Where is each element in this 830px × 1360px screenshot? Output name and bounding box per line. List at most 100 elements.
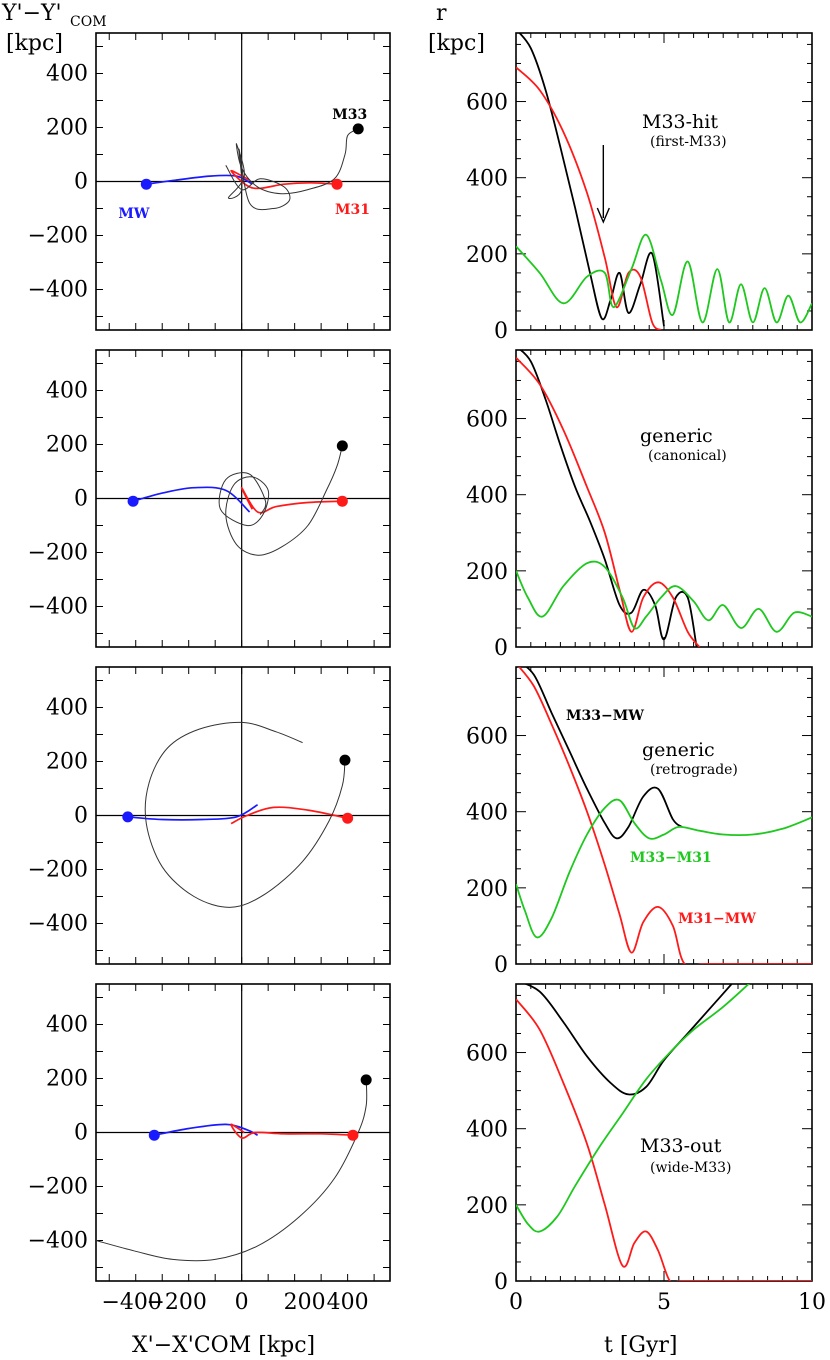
orbit-track-m33 bbox=[144, 721, 346, 908]
x-tick-label: 10 bbox=[798, 1290, 826, 1315]
x-tick-label: 5 bbox=[657, 1290, 671, 1315]
y-tick-label: 400 bbox=[466, 167, 508, 192]
y-tick-label: 600 bbox=[466, 408, 508, 433]
y-tick-label: −200 bbox=[28, 858, 88, 883]
galaxy-marker-mw bbox=[127, 495, 139, 507]
y-axis-label: r bbox=[436, 1, 447, 26]
galaxy-marker-m33 bbox=[360, 1074, 372, 1086]
galaxy-marker-m31 bbox=[342, 812, 354, 824]
y-tick-label: −200 bbox=[28, 541, 88, 566]
y-tick-label: 0 bbox=[494, 636, 508, 661]
galaxy-marker-mw bbox=[140, 178, 152, 190]
y-tick-label: 0 bbox=[74, 487, 88, 512]
y-tick-label: 600 bbox=[466, 1042, 508, 1067]
y-tick-label: 400 bbox=[46, 62, 88, 87]
y-tick-label: 400 bbox=[46, 379, 88, 404]
galaxy-marker-mw bbox=[122, 811, 134, 823]
label-m33: M33 bbox=[332, 107, 367, 123]
y-tick-label: 400 bbox=[46, 1013, 88, 1038]
series-line-m31-mw bbox=[516, 66, 662, 330]
x-axis-label: t [Gyr] bbox=[604, 1333, 678, 1358]
series-line-m33-mw bbox=[519, 350, 698, 647]
orbit-track-m33 bbox=[95, 1079, 368, 1262]
orbit-track-m33 bbox=[225, 128, 359, 211]
r-1-panel: 0 200 400 600 r [kpc] M33-hit(first-M33) bbox=[428, 1, 813, 344]
y-tick-label: 200 bbox=[466, 1194, 508, 1219]
galaxy-marker-m33 bbox=[352, 123, 364, 135]
panel-annotation: M33-hit bbox=[642, 111, 718, 133]
series-line-m31-mw bbox=[516, 356, 701, 647]
y-tick-label: 200 bbox=[46, 433, 88, 458]
galaxy-marker-m31 bbox=[331, 178, 343, 190]
x-tick-label: 200 bbox=[284, 1290, 326, 1315]
panel-annotation-sub: (canonical) bbox=[648, 448, 727, 464]
plot-frame bbox=[515, 32, 813, 331]
x-tick-label: −400 bbox=[102, 1290, 162, 1315]
y-tick-label: 200 bbox=[46, 750, 88, 775]
galaxy-marker-m33 bbox=[336, 440, 348, 452]
orbit-track-m31 bbox=[230, 806, 348, 825]
orbit-track-m31 bbox=[240, 486, 343, 514]
y-tick-label: 0 bbox=[74, 170, 88, 195]
orbit-track-mw bbox=[132, 486, 251, 513]
y-tick-label: 0 bbox=[74, 1121, 88, 1146]
x-tick-label: −200 bbox=[146, 1290, 206, 1315]
x-tick-label: 400 bbox=[327, 1290, 369, 1315]
y-tick-label: 200 bbox=[466, 243, 508, 268]
series-line-m31-mw bbox=[516, 998, 812, 1281]
plot-frame bbox=[515, 983, 813, 1282]
orbit-track-m33 bbox=[218, 445, 343, 556]
y-tick-label: 400 bbox=[46, 696, 88, 721]
panel-annotation-sub: (first-M33) bbox=[650, 134, 727, 150]
series-label-m31-mw: M31−MW bbox=[678, 911, 756, 927]
r-3-panel: 0 200 400 600 generic(retrograde) M33−MW M33−M… bbox=[466, 666, 813, 978]
y-tick-label: −400 bbox=[28, 912, 88, 937]
series-label-m33-m31: M33−M31 bbox=[630, 850, 712, 866]
series-line-m33-mw bbox=[525, 667, 683, 840]
panel-annotation-sub: (wide-M33) bbox=[650, 1160, 732, 1176]
arrow-icon bbox=[596, 207, 610, 224]
panel-annotation-sub: (retrograde) bbox=[650, 762, 738, 778]
galaxy-marker-mw bbox=[148, 1129, 160, 1141]
series-line-m33-m31 bbox=[516, 560, 812, 633]
r-2-panel: 0 200 400 600 generic(canonical) bbox=[466, 349, 813, 661]
y-axis-unit: [kpc] bbox=[6, 31, 63, 56]
y-tick-label: 0 bbox=[494, 953, 508, 978]
series-label-m33-mw: M33−MW bbox=[566, 708, 644, 724]
r-4-panel: 0 200 400 600 0 5 10 t [Gyr] M33-out (wide-M33) bbox=[466, 983, 826, 1358]
y-tick-label: 200 bbox=[46, 116, 88, 141]
series-line-m33-m31 bbox=[516, 233, 812, 324]
panel-annotation: generic bbox=[642, 739, 715, 761]
orbit-track-mw bbox=[154, 1123, 259, 1137]
y-tick-label: 400 bbox=[466, 1118, 508, 1143]
y-tick-label: 200 bbox=[46, 1067, 88, 1092]
orbit-track-mw bbox=[127, 803, 259, 821]
series-line-m33-mw bbox=[523, 984, 733, 1096]
orbit-track-m31 bbox=[230, 1123, 353, 1139]
y-tick-label: 400 bbox=[466, 801, 508, 826]
y-tick-label: 0 bbox=[494, 1270, 508, 1295]
series-line-m33-m31 bbox=[516, 798, 812, 939]
y-tick-label: 600 bbox=[466, 725, 508, 750]
y-axis-unit: [kpc] bbox=[428, 31, 485, 56]
panel-annotation: generic bbox=[640, 425, 713, 447]
y-tick-label: −400 bbox=[28, 278, 88, 303]
y-tick-label: 0 bbox=[494, 319, 508, 344]
y-tick-label: 400 bbox=[466, 484, 508, 509]
galaxy-marker-m31 bbox=[347, 1129, 359, 1141]
plot-frame bbox=[515, 349, 813, 648]
x-axis-label: X'−X'COM [kpc] bbox=[132, 1333, 315, 1358]
y-tick-label: 200 bbox=[466, 560, 508, 585]
series-line-m31-mw bbox=[518, 667, 812, 964]
label-mw: MW bbox=[118, 206, 149, 222]
y-axis-label: Y'−Y' bbox=[1, 1, 62, 26]
galaxy-marker-m31 bbox=[336, 495, 348, 507]
label-m31: M31 bbox=[335, 202, 370, 218]
y-tick-label: 200 bbox=[466, 877, 508, 902]
orbit-1-panel: −400 −200 0 200 400 MW M31 M33 Y'−Y' COM [kpc] bbox=[1, 1, 391, 331]
orbit-track-mw bbox=[146, 174, 253, 186]
panel-annotation: M33-out bbox=[640, 1135, 722, 1157]
y-tick-label: −200 bbox=[28, 1175, 88, 1200]
